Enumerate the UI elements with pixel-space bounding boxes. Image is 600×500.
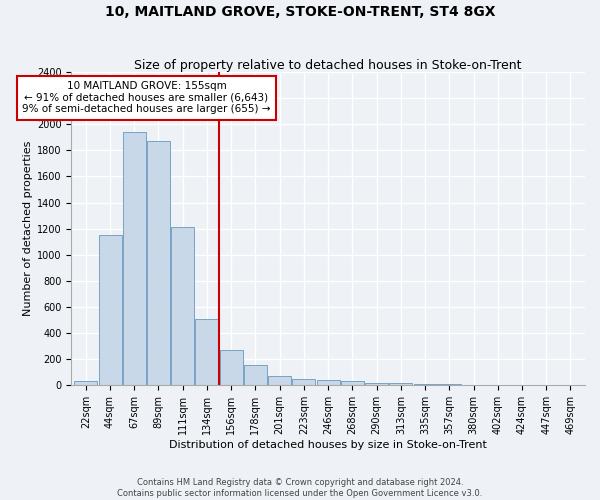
Bar (317, 380, 340, 386)
Bar (268, 376, 291, 386)
Bar (196, 319, 218, 386)
Y-axis label: Number of detached properties: Number of detached properties (23, 141, 32, 316)
Bar (511, 385, 533, 386)
Bar (74, 382, 97, 386)
Text: 10 MAITLAND GROVE: 155sqm
← 91% of detached houses are smaller (6,643)
9% of sem: 10 MAITLAND GROVE: 155sqm ← 91% of detac… (22, 81, 271, 114)
Bar (171, 228, 194, 386)
Bar (341, 382, 364, 386)
Bar (438, 384, 461, 386)
Bar (292, 379, 316, 386)
Bar (220, 350, 243, 386)
X-axis label: Distribution of detached houses by size in Stoke-on-Trent: Distribution of detached houses by size … (169, 440, 487, 450)
Text: 10, MAITLAND GROVE, STOKE-ON-TRENT, ST4 8GX: 10, MAITLAND GROVE, STOKE-ON-TRENT, ST4 … (105, 5, 495, 19)
Bar (486, 384, 509, 386)
Text: Contains HM Land Registry data © Crown copyright and database right 2024.
Contai: Contains HM Land Registry data © Crown c… (118, 478, 482, 498)
Bar (98, 235, 122, 386)
Bar (365, 382, 388, 386)
Bar (123, 132, 146, 386)
Bar (559, 385, 582, 386)
Bar (462, 384, 485, 386)
Bar (244, 365, 267, 386)
Title: Size of property relative to detached houses in Stoke-on-Trent: Size of property relative to detached ho… (134, 59, 522, 72)
Bar (413, 384, 437, 386)
Bar (147, 141, 170, 386)
Bar (535, 385, 558, 386)
Bar (389, 384, 412, 386)
